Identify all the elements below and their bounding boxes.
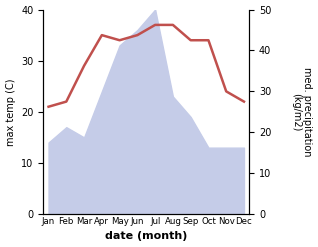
X-axis label: date (month): date (month) (105, 231, 187, 242)
Y-axis label: max temp (C): max temp (C) (5, 78, 16, 145)
Y-axis label: med. precipitation
(kg/m2): med. precipitation (kg/m2) (291, 67, 313, 157)
